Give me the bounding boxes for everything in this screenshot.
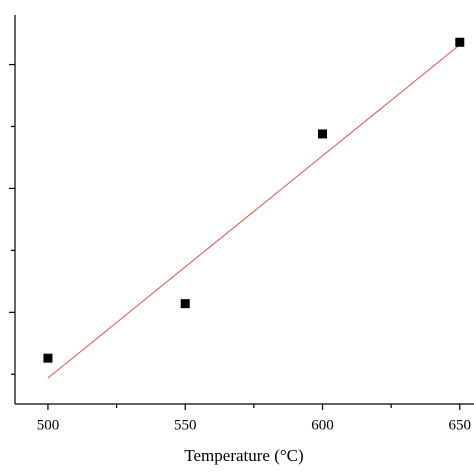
x-tick-label: 600 <box>311 417 334 433</box>
x-tick-label: 500 <box>37 417 60 433</box>
data-point <box>455 37 465 47</box>
data-point <box>180 299 190 309</box>
x-tick-label: 650 <box>449 417 472 433</box>
x-axis-label: Temperature (°C) <box>184 446 303 465</box>
x-tick-label: 550 <box>174 417 197 433</box>
data-point <box>318 129 328 139</box>
fit-line <box>47 44 461 379</box>
data-point <box>43 353 53 363</box>
